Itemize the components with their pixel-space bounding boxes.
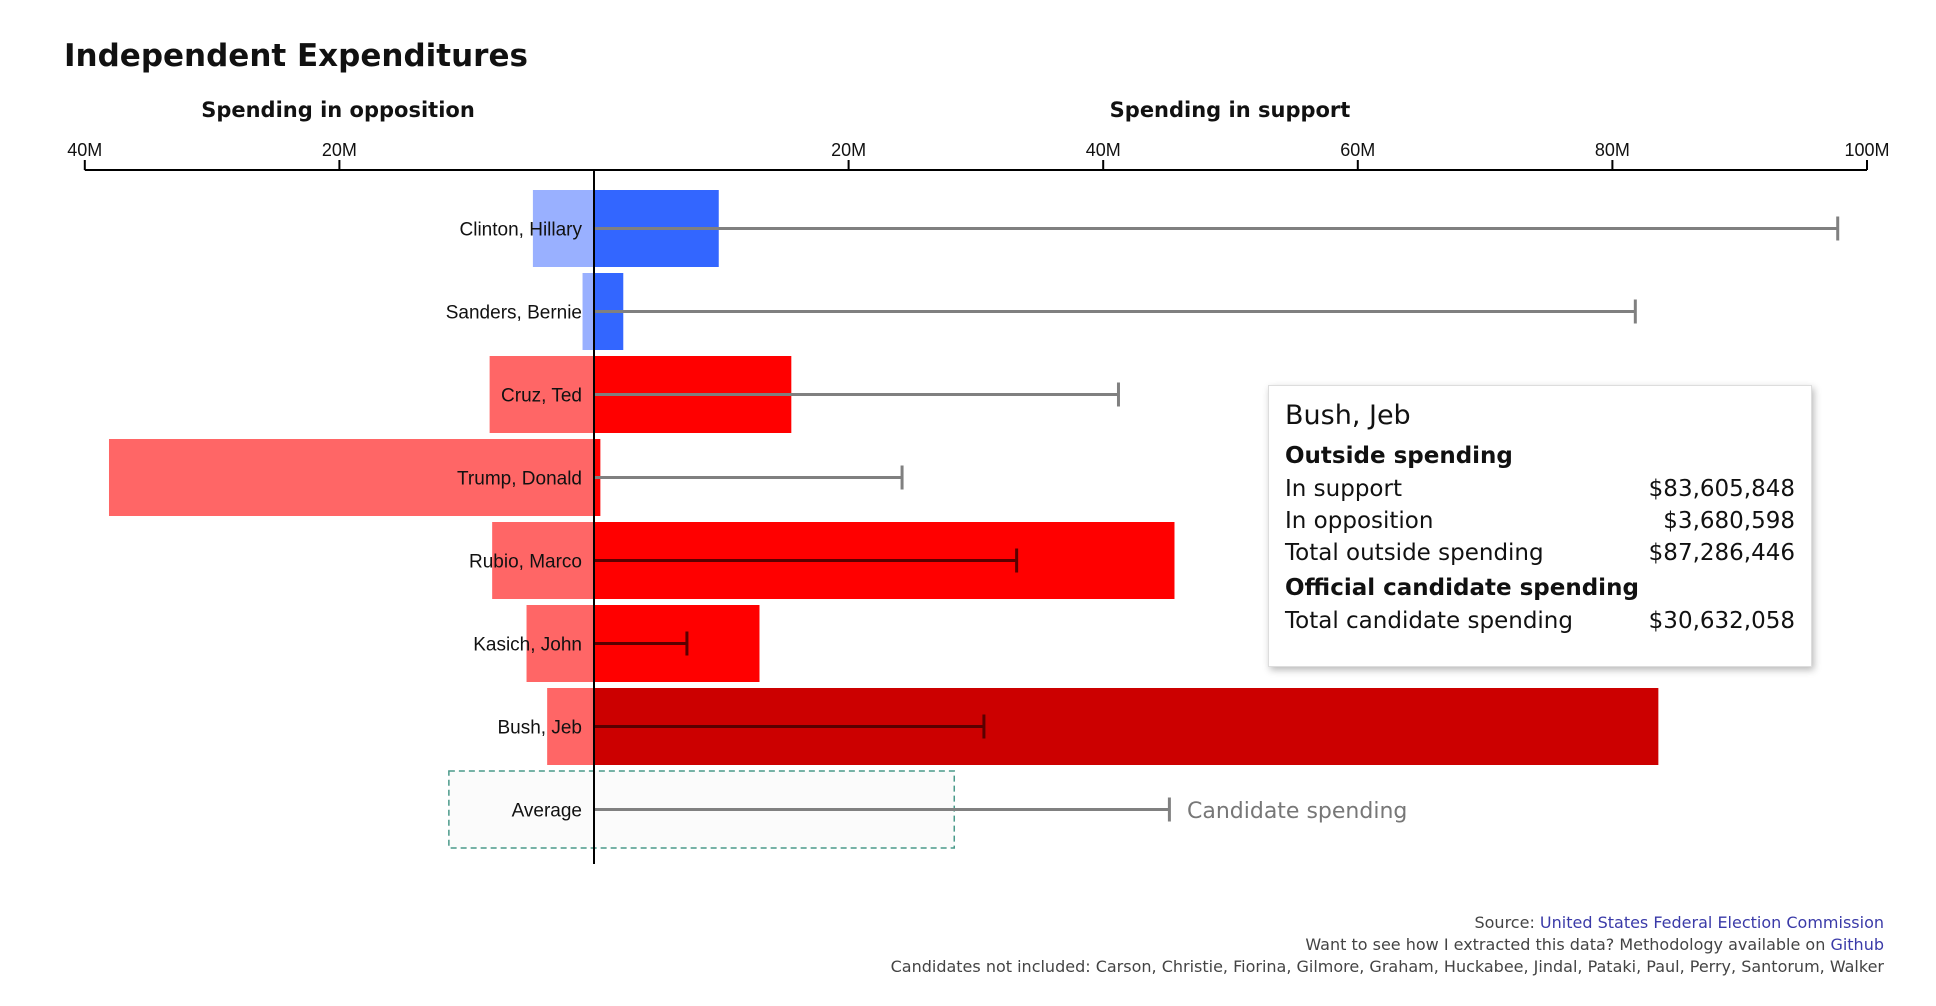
tooltip-row-label: Total candidate spending: [1285, 608, 1573, 634]
source-prefix: Source:: [1474, 913, 1540, 932]
candidate-label: Cruz, Ted: [501, 386, 582, 407]
tooltip-row-value: $30,632,058: [1648, 608, 1795, 634]
tooltip-outside-heading: Outside spending: [1285, 443, 1513, 469]
row-labels: Clinton, Hillary Sanders, Bernie Cruz, Ted…: [446, 220, 583, 822]
axis-tick-label: 20M: [322, 140, 357, 160]
candidate-spending-lines: [593, 170, 1840, 864]
github-link[interactable]: Github: [1830, 935, 1884, 954]
opposition-bar: [582, 273, 594, 350]
axis-tick-label: 100M: [1844, 140, 1889, 160]
axis-tick-label: 20M: [831, 140, 866, 160]
tooltip-row-value: $3,680,598: [1663, 508, 1795, 534]
opposition-axis-label: Spending in opposition: [201, 98, 475, 122]
source-line: Source: United States Federal Election C…: [891, 912, 1884, 934]
methodology-line: Want to see how I extracted this data? M…: [891, 934, 1884, 956]
tooltip-row-label: Total outside spending: [1285, 540, 1544, 566]
opposition-bar: [526, 605, 594, 682]
opposition-bar: [547, 688, 594, 765]
opposition-bar: [492, 522, 594, 599]
candidate-label: Average: [512, 801, 582, 822]
axis-tick-label: 60M: [1340, 140, 1375, 160]
axis-tick-label: 40M: [1086, 140, 1121, 160]
opposition-bar: [532, 190, 594, 267]
axis-tick-label: 80M: [1595, 140, 1630, 160]
support-axis-label: Spending in support: [1110, 98, 1351, 122]
tooltip-official-heading: Official candidate spending: [1285, 575, 1639, 601]
candidate-label: Trump, Donald: [457, 469, 582, 490]
tooltip-candidate-name: Bush, Jeb: [1285, 400, 1411, 431]
tooltip: Bush, Jeb Outside spending In support $8…: [1268, 385, 1812, 667]
opposition-bar: [489, 356, 594, 433]
fec-source-link[interactable]: United States Federal Election Commissio…: [1539, 913, 1884, 932]
tooltip-row-label: In opposition: [1285, 508, 1434, 534]
axis-tick-label: 40M: [67, 140, 102, 160]
tooltip-row-label: In support: [1285, 476, 1402, 502]
tooltip-row-total-candidate: Total candidate spending $30,632,058: [1285, 605, 1795, 637]
opposition-bar: [108, 439, 594, 516]
candidate-spending-annotation: Candidate spending: [1187, 799, 1407, 824]
tooltip-row-total-outside: Total outside spending $87,286,446: [1285, 537, 1795, 569]
candidate-label: Rubio, Marco: [469, 552, 582, 573]
candidate-label: Sanders, Bernie: [446, 303, 582, 324]
candidate-label: Clinton, Hillary: [460, 220, 583, 241]
bars: [108, 190, 1659, 849]
tooltip-row-support: In support $83,605,848: [1285, 473, 1795, 505]
methodology-prefix: Want to see how I extracted this data? M…: [1305, 935, 1831, 954]
excluded-candidates: Candidates not included: Carson, Christi…: [890, 957, 1884, 976]
candidate-label: Bush, Jeb: [498, 718, 583, 739]
tooltip-row-value: $83,605,848: [1648, 476, 1795, 502]
candidate-label: Kasich, John: [473, 635, 582, 656]
tooltip-row-value: $87,286,446: [1648, 540, 1795, 566]
footer: Source: United States Federal Election C…: [891, 912, 1884, 978]
tooltip-row-opposition: In opposition $3,680,598: [1285, 505, 1795, 537]
x-axis: 40M 20M 20M 40M 60M 80M 100M: [67, 140, 1890, 171]
chart-title: Independent Expenditures: [64, 38, 528, 74]
